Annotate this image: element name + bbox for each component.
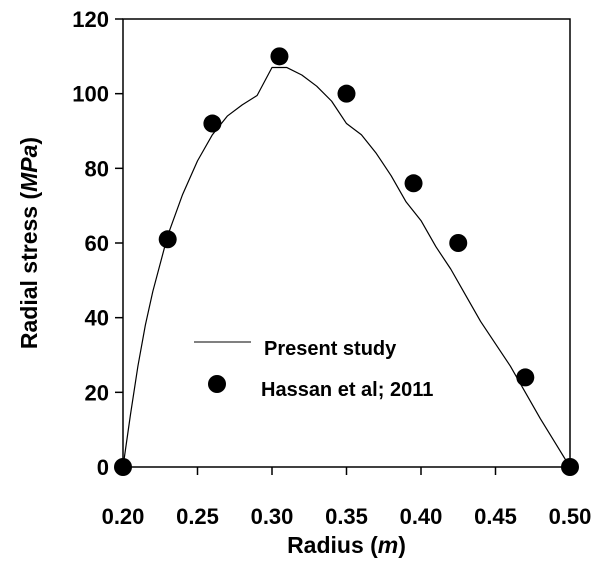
data-point-hassan-2011 bbox=[337, 84, 356, 103]
series-line-present-study bbox=[122, 66, 571, 468]
data-point-hassan-2011 bbox=[561, 458, 579, 476]
x-tick-label: 0.25 bbox=[176, 504, 219, 529]
data-point-hassan-2011 bbox=[270, 47, 289, 66]
y-tick-label: 60 bbox=[85, 231, 109, 256]
x-tick-label: 0.20 bbox=[102, 504, 145, 529]
x-tick-label: 0.50 bbox=[549, 504, 592, 529]
data-point-hassan-2011 bbox=[114, 458, 132, 476]
y-axis-ticks: 0 20 40 60 80 100 120 bbox=[72, 7, 123, 480]
y-tick-label: 20 bbox=[85, 380, 109, 405]
y-tick-label: 120 bbox=[72, 7, 109, 32]
data-point-hassan-2011 bbox=[449, 234, 468, 252]
x-tick-label: 0.45 bbox=[474, 504, 517, 529]
y-tick-label: 40 bbox=[85, 306, 109, 331]
legend-label-hassan-2011: Hassan et al; 2011 bbox=[261, 379, 433, 401]
y-tick-label: 100 bbox=[72, 82, 109, 107]
x-axis-title: Radius (m) bbox=[287, 532, 406, 558]
y-axis-title: Radial stress (MPa) bbox=[16, 137, 42, 349]
legend-marker-swatch bbox=[208, 375, 226, 393]
data-point-hassan-2011 bbox=[404, 174, 423, 193]
x-tick-label: 0.40 bbox=[400, 504, 443, 529]
legend: Present study Hassan et al; 2011 bbox=[194, 338, 433, 401]
series-layer bbox=[114, 47, 579, 476]
x-tick-label: 0.35 bbox=[325, 504, 368, 529]
x-tick-label: 0.30 bbox=[251, 504, 294, 529]
y-tick-label: 80 bbox=[85, 156, 109, 181]
x-axis-ticks: 0.20 0.25 0.30 0.35 0.40 0.45 0.50 bbox=[102, 467, 592, 529]
data-point-hassan-2011 bbox=[158, 230, 177, 249]
data-point-hassan-2011 bbox=[516, 368, 535, 387]
data-point-hassan-2011 bbox=[203, 114, 222, 133]
legend-label-present-study: Present study bbox=[264, 338, 397, 360]
y-tick-label: 0 bbox=[97, 455, 109, 480]
